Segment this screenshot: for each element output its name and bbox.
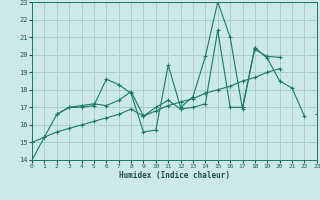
X-axis label: Humidex (Indice chaleur): Humidex (Indice chaleur) <box>119 171 230 180</box>
